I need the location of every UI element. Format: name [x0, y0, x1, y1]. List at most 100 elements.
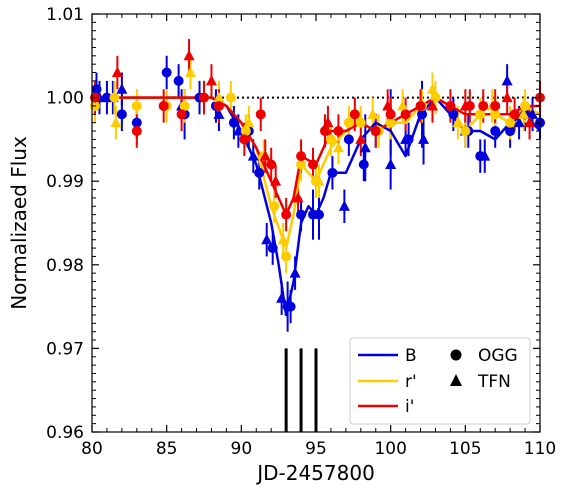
- vertical-markers-layer: [284, 348, 318, 432]
- tfn-point-i: [111, 66, 123, 78]
- legend-label-tfn: TFN: [477, 372, 511, 392]
- tfn-point-r: [426, 83, 438, 94]
- x-tick-label: 110: [524, 439, 556, 459]
- tfn-point-r: [110, 116, 122, 128]
- ogg-point-i: [415, 100, 426, 111]
- ogg-point-i: [509, 109, 520, 120]
- y-tick-label: 0.96: [46, 423, 84, 443]
- tfn-point-b: [385, 158, 397, 169]
- tfn-point-i: [524, 116, 536, 128]
- ogg-point-b: [228, 117, 239, 128]
- ogg-point-b: [285, 301, 296, 312]
- ogg-point-r: [475, 109, 486, 120]
- tfn-point-i: [183, 49, 195, 61]
- ogg-point-i: [213, 100, 224, 111]
- tfn-point-b: [418, 133, 430, 144]
- ogg-point-b: [448, 109, 459, 120]
- ogg-point-i: [490, 100, 501, 111]
- ogg-point-i: [239, 134, 250, 145]
- ogg-point-r: [505, 117, 516, 128]
- legend-triangle-marker: [450, 374, 462, 386]
- y-tick-label: 1.00: [46, 89, 84, 109]
- ogg-point-r: [520, 100, 531, 111]
- tfn-point-b: [479, 150, 491, 161]
- ogg-point-b: [161, 67, 172, 78]
- legend-frame: [349, 337, 531, 425]
- ogg-point-r: [269, 201, 280, 212]
- ogg-point-b: [417, 109, 428, 120]
- tfn-point-i: [426, 99, 438, 111]
- tfn-point-b: [359, 141, 371, 153]
- legend-label-r: r': [405, 372, 417, 392]
- ogg-point-r: [490, 109, 501, 120]
- ogg-point-b: [343, 134, 354, 145]
- tfn-point-r: [518, 108, 530, 119]
- tfn-point-b: [400, 133, 412, 144]
- ogg-point-b: [505, 126, 516, 137]
- ogg-point-i: [296, 151, 307, 162]
- tfn-point-b: [213, 108, 225, 119]
- tfn-point-b: [338, 200, 350, 211]
- ogg-point-r: [460, 126, 471, 137]
- tfn-point-i: [459, 99, 471, 111]
- tfn-point-b: [276, 292, 288, 303]
- tfn-point-r: [367, 108, 379, 119]
- ogg-point-i: [255, 109, 266, 120]
- ogg-point-i: [308, 159, 319, 170]
- tfn-point-b: [247, 150, 259, 161]
- ogg-point-b: [358, 159, 369, 170]
- legend-circle-marker: [450, 349, 462, 361]
- ogg-point-r: [131, 100, 142, 111]
- tfn-point-r: [332, 141, 344, 153]
- tfn-point-b: [261, 233, 273, 245]
- ogg-point-b: [91, 84, 102, 95]
- ogg-point-b: [131, 117, 142, 128]
- tfn-point-i: [259, 150, 271, 161]
- ogg-point-i: [445, 100, 456, 111]
- data-markers-layer: [89, 49, 545, 312]
- tfn-point-r: [185, 66, 197, 78]
- tfn-point-i: [382, 99, 394, 111]
- ogg-point-r: [325, 134, 336, 145]
- ogg-point-b: [173, 75, 184, 86]
- ogg-point-r: [385, 117, 396, 128]
- ogg-point-b: [267, 243, 278, 254]
- ogg-point-b: [254, 167, 265, 178]
- legend-label-b: B: [405, 346, 417, 366]
- tfn-point-i: [270, 175, 282, 186]
- ogg-point-b: [116, 109, 127, 120]
- y-tick-label: 0.98: [46, 256, 84, 276]
- ogg-point-r: [281, 251, 292, 262]
- legend-label-ogg: OGG: [478, 346, 518, 366]
- ogg-point-b: [296, 209, 307, 220]
- ogg-point-r: [430, 92, 441, 103]
- ogg-point-i: [478, 100, 489, 111]
- ogg-point-i: [131, 126, 142, 137]
- ogg-point-i: [158, 100, 169, 111]
- tfn-point-i: [501, 91, 513, 103]
- tfn-point-b: [501, 74, 513, 86]
- ogg-point-i: [199, 92, 209, 103]
- tfn-point-b: [513, 116, 525, 128]
- tfn-point-b: [527, 108, 539, 119]
- ogg-point-r: [240, 126, 251, 137]
- tfn-point-i: [205, 74, 217, 86]
- legend: B r' i' OGG TFN: [349, 337, 531, 425]
- tfn-point-b: [232, 125, 244, 136]
- ogg-point-i: [281, 209, 292, 220]
- ogg-point-r: [343, 117, 354, 128]
- tfn-point-i: [355, 133, 367, 144]
- y-tick-label: 1.01: [46, 5, 84, 25]
- ogg-point-b: [490, 126, 501, 137]
- ogg-point-r: [355, 117, 366, 128]
- x-axis-title: JD-2457800: [255, 461, 375, 485]
- y-axis-title: Normalizaed Flux: [7, 136, 31, 310]
- x-tick-label: 85: [156, 439, 178, 459]
- x-tick-label: 80: [81, 439, 103, 459]
- tfn-point-r: [313, 175, 325, 186]
- ogg-point-i: [385, 109, 396, 120]
- ogg-point-r: [109, 92, 120, 103]
- x-tick-label: 100: [374, 439, 406, 459]
- ogg-point-i: [400, 109, 411, 120]
